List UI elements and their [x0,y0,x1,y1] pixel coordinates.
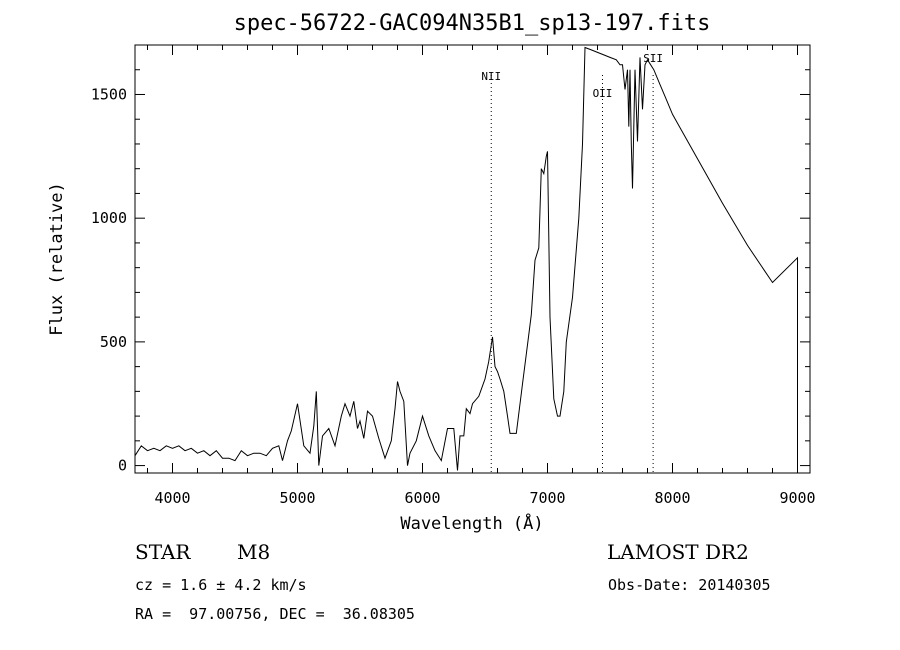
x-tick-label: 9000 [779,489,815,507]
y-tick-label: 1500 [91,85,127,103]
coordinates: RA = 97.00756, DEC = 36.08305 [135,605,415,623]
emission-line-label: NII [481,70,501,83]
observation-date: Obs-Date: 20140305 [608,576,771,594]
y-tick-label: 0 [118,457,127,475]
x-tick-label: 7000 [529,489,565,507]
chart-title: spec-56722-GAC094N35B1_sp13-197.fits [234,11,711,36]
emission-line-label: OII [593,87,613,100]
y-tick-label: 500 [100,333,127,351]
object-subclass: M8 [237,540,271,564]
plot-area: 4000 5000 6000 7000 8000 9000 0 500 1000 1500 NII O… [91,44,816,507]
x-axis-label: Wavelength (Å) [400,512,543,534]
object-class: STAR [135,540,191,564]
plot-frame [134,44,811,474]
x-tick-label: 4000 [154,489,190,507]
survey-label: LAMOST DR2 [607,540,749,564]
x-tick-label: 8000 [654,489,690,507]
y-axis-label: Flux (relative) [47,182,67,336]
y-tick-label: 1000 [91,209,127,227]
redshift-cz: cz = 1.6 ± 4.2 km/s [135,576,307,594]
spectrum-line [135,46,798,473]
x-tick-label: 6000 [404,489,440,507]
x-tick-label: 5000 [279,489,315,507]
